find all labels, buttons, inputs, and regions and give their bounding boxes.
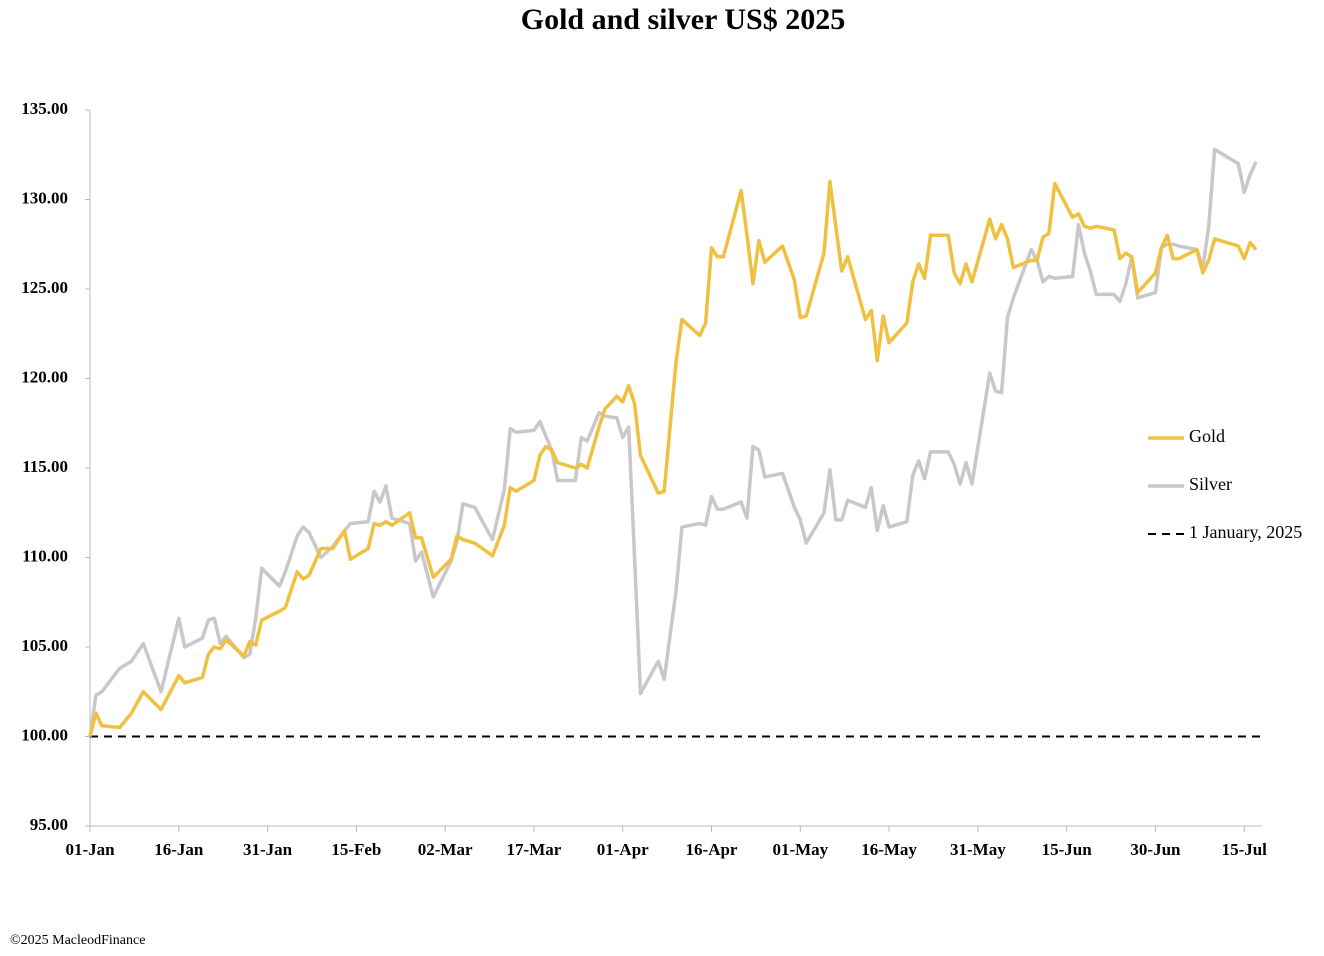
x-tick-label: 17-Mar (507, 840, 562, 859)
y-tick-label: 125.00 (21, 278, 68, 297)
y-tick-label: 110.00 (22, 546, 68, 565)
y-tick-label: 120.00 (21, 367, 68, 386)
y-tick-label: 95.00 (30, 815, 68, 834)
x-tick-label: 16-May (861, 840, 917, 859)
x-tick-label: 30-Jun (1130, 840, 1181, 859)
footer: ©2025 MacleodFinance (10, 933, 145, 948)
x-tick-label: 01-May (772, 840, 828, 859)
legend-label: 1 January, 2025 (1189, 522, 1302, 542)
x-tick-label: 16-Apr (686, 840, 738, 859)
y-tick-label: 100.00 (21, 725, 68, 744)
x-tick-label: 01-Apr (597, 840, 649, 859)
x-tick-label: 16-Jan (154, 840, 204, 859)
legend-label: Gold (1189, 426, 1225, 446)
x-tick-label: 01-Jan (65, 840, 115, 859)
chart-title: Gold and silver US$ 2025 (521, 3, 846, 36)
series-line (88, 147, 1258, 737)
x-tick-label: 31-May (950, 840, 1006, 859)
y-tick-label: 130.00 (21, 188, 68, 207)
y-tick-label: 135.00 (21, 99, 68, 118)
x-tick-label: 15-Jul (1222, 840, 1268, 859)
x-tick-label: 15-Feb (331, 840, 381, 859)
x-tick-label: 31-Jan (243, 840, 293, 859)
x-tick-label: 15-Jun (1042, 840, 1093, 859)
legend-label: Silver (1189, 474, 1232, 494)
y-tick-label: 105.00 (21, 636, 68, 655)
x-tick-label: 02-Mar (418, 840, 473, 859)
y-tick-label: 115.00 (22, 457, 68, 476)
series-line (88, 179, 1258, 737)
